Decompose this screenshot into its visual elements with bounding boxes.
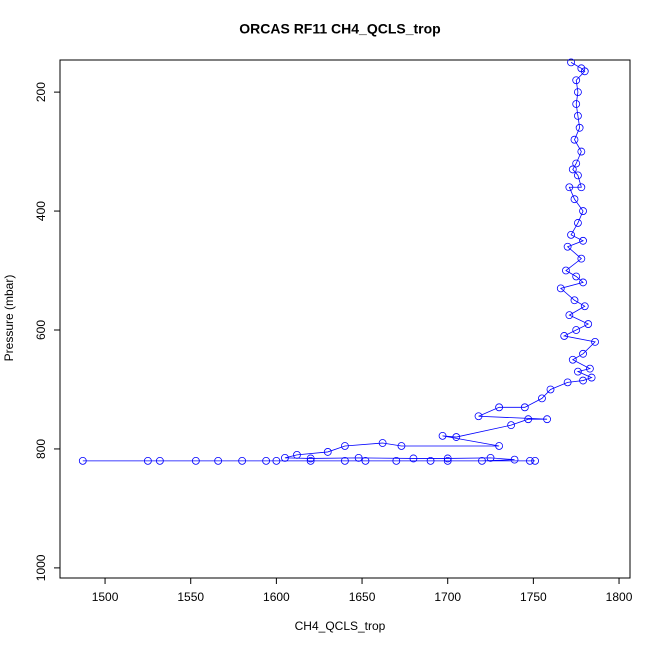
data-point [584,320,593,328]
data-point [510,455,519,464]
data-point [568,355,577,364]
x-tick-label: 1800 [606,590,633,604]
data-point [214,456,223,465]
data-point [579,376,587,385]
data-point [495,442,504,450]
data-point [306,456,315,465]
x-tick-label: 1700 [434,590,461,604]
x-tick-label: 1750 [520,590,547,604]
y-axis-label: Pressure (mbar) [2,275,16,362]
x-tick-label: 1550 [177,590,204,604]
data-point [568,165,577,174]
data-point [572,326,581,334]
data-point [556,284,565,293]
data-point [478,456,486,465]
data-point [438,431,447,440]
data-point [306,454,315,463]
data-point [474,412,483,421]
x-tick-label: 1500 [92,590,119,604]
data-point [570,296,579,305]
data-point [78,456,87,465]
x-axis-label: CH4_QCLS_trop [295,619,386,633]
data-point [572,159,581,168]
data-point [560,332,569,340]
data-point [543,415,551,424]
data-point [341,456,349,465]
data-point [563,242,572,251]
data-point [409,454,418,463]
data-point [341,442,349,450]
x-tick-label: 1600 [263,590,290,604]
y-tick-label: 200 [34,82,48,102]
y-tick-label: 600 [34,320,48,340]
data-point [572,76,581,85]
data-point [586,364,594,373]
data-point [579,349,587,358]
data-point [572,272,581,281]
data-point [579,236,587,245]
data-point [281,453,289,462]
data-point [546,385,555,394]
data-point [392,456,401,465]
x-tick-label: 1650 [349,590,376,604]
data-point [293,450,301,459]
data-point [354,453,363,462]
data-point [443,456,452,465]
data-point [575,123,584,132]
data-point [574,88,582,97]
data-point [531,456,539,465]
data-point [579,207,587,215]
data-point [191,456,200,465]
data-point [538,394,546,403]
data-point [577,254,586,263]
data-point [577,147,586,156]
y-tick-label: 400 [34,201,48,221]
data-point [397,442,406,450]
y-tick-label: 800 [34,439,48,459]
data-point [580,302,589,311]
data-point [574,367,582,376]
data-point [361,456,370,465]
data-point [323,448,332,456]
data-point [562,266,570,275]
plot-frame [59,59,631,579]
data-point [579,278,587,287]
data-point [495,403,504,412]
data-line [82,62,596,462]
data-point [570,135,579,144]
data-point [574,112,582,120]
data-point [567,230,575,239]
data-point [574,171,582,180]
data-point [572,100,581,108]
data-point [580,67,589,76]
y-tick-label: 1000 [34,554,48,581]
data-point [565,183,574,192]
data-point [155,456,164,465]
data-point [272,456,281,465]
data-point [524,415,533,424]
data-point [567,58,575,67]
chart-title: ORCAS RF11 CH4_QCLS_trop [239,21,440,37]
data-point [443,454,452,463]
data-point [563,378,572,387]
data-point [526,456,534,465]
data-point [570,195,579,204]
data-point [587,373,596,382]
data-point [565,311,574,320]
data-point [507,421,516,430]
data-point [574,219,582,227]
data-point [426,456,435,465]
data-point [378,439,387,447]
data-point [577,183,586,192]
data-point [143,456,152,465]
data-point [262,456,271,465]
data-point [486,453,495,462]
data-point [452,433,461,441]
data-point [238,456,247,465]
data-point [591,337,599,346]
data-point [520,403,529,412]
